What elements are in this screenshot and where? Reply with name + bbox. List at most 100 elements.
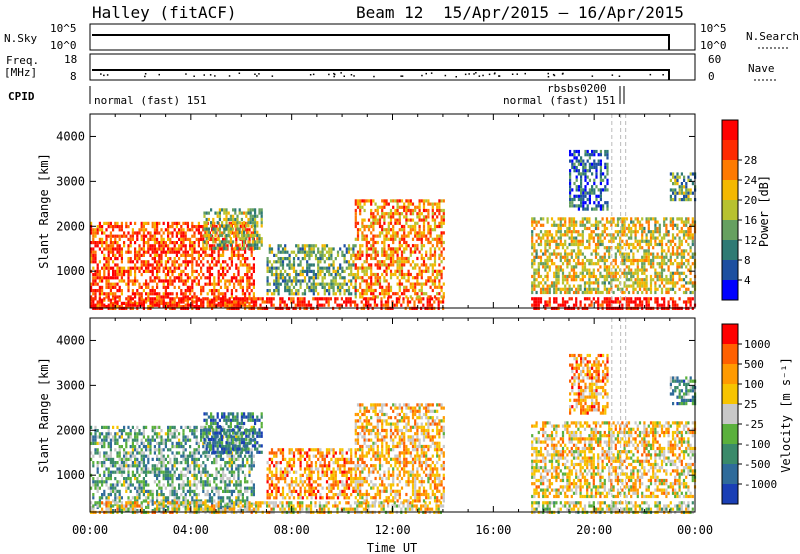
echo-cell [588,217,591,221]
echo-cell [570,239,573,243]
echo-cell [236,230,239,234]
echo-cell [292,279,296,283]
echo-cell [131,461,134,465]
echo-cell [125,269,128,273]
echo-cell [569,159,572,163]
echo-cell [336,282,340,286]
echo-cell [129,489,132,493]
echo-cell [186,221,189,225]
echo-cell [418,282,421,286]
echo-cell [339,273,342,277]
echo-cell [571,204,574,208]
echo-cell [685,191,688,195]
echo-cell [90,305,93,309]
echo-cell [189,247,192,251]
echo-cell [213,244,216,248]
echo-cell [687,252,690,256]
echo-cell [550,217,554,221]
echo-cell [175,301,178,305]
echo-cell [153,234,156,238]
echo-cell [352,244,355,248]
echo-cell [398,300,401,304]
echo-cell [372,250,375,254]
echo-cell [288,297,291,301]
echo-cell [107,225,110,229]
echo-cell [158,263,161,267]
echo-cell [427,221,430,225]
echo-cell [94,295,97,299]
echo-cell [411,218,415,222]
colorbar-tick-label: 4 [744,274,751,287]
echo-cell [90,451,93,455]
echo-cell [418,231,421,235]
echo-cell [246,297,249,301]
echo-cell [570,249,573,253]
echo-cell [340,297,343,301]
echo-cell [306,273,309,277]
echo-cell [411,237,415,241]
echo-cell [429,253,432,257]
echo-cell [277,289,280,293]
echo-cell [92,438,95,442]
echo-cell [660,239,664,243]
echo-cell [225,208,228,212]
echo-cell [687,175,690,179]
echo-cell [636,239,639,243]
echo-cell [669,217,672,221]
echo-cell [256,246,259,250]
echo-cell [208,269,211,273]
echo-cell [367,247,371,251]
echo-cell [689,268,692,272]
echo-cell [546,262,549,266]
echo-cell [665,287,668,291]
echo-cell [295,282,298,286]
echo-cell [147,483,150,487]
echo-cell [378,276,382,280]
echo-cell [120,461,123,465]
echo-cell [233,276,236,280]
echo-cell [171,260,174,264]
echo-cell [136,448,139,452]
echo-cell [105,257,108,261]
echo-cell [636,262,639,266]
echo-cell [164,276,167,280]
echo-cell [359,276,362,280]
echo-cell [374,276,377,280]
echo-cell [147,269,150,273]
echo-cell [643,284,646,288]
echo-cell [203,214,206,218]
echo-cell [354,218,357,222]
echo-cell [109,483,112,487]
echo-cell [138,461,141,465]
echo-cell [387,288,390,293]
echo-cell [369,297,372,301]
echo-cell [671,271,675,275]
echo-cell [268,282,271,286]
echo-cell [619,236,622,240]
echo-cell [683,178,686,182]
echo-cell [248,263,251,267]
echo-cell [623,274,626,279]
echo-cell [109,470,112,474]
echo-cell [90,457,93,461]
echo-cell [251,208,254,212]
echo-cell [323,297,326,301]
echo-cell [145,473,148,477]
echo-cell [151,250,154,254]
echo-cell [147,457,150,461]
echo-cell [290,282,293,286]
echo-cell [92,250,95,254]
echo-cell [182,250,185,254]
echo-cell [266,279,269,283]
echo-cell [292,263,296,267]
echo-cell [197,279,200,283]
echo-cell [251,217,254,222]
echo-cell [636,284,639,288]
echo-cell [548,258,551,263]
echo-cell [420,240,423,245]
echo-cell [162,250,165,254]
echo-cell [296,300,299,304]
echo-cell [101,244,104,248]
echo-cell [586,191,589,195]
